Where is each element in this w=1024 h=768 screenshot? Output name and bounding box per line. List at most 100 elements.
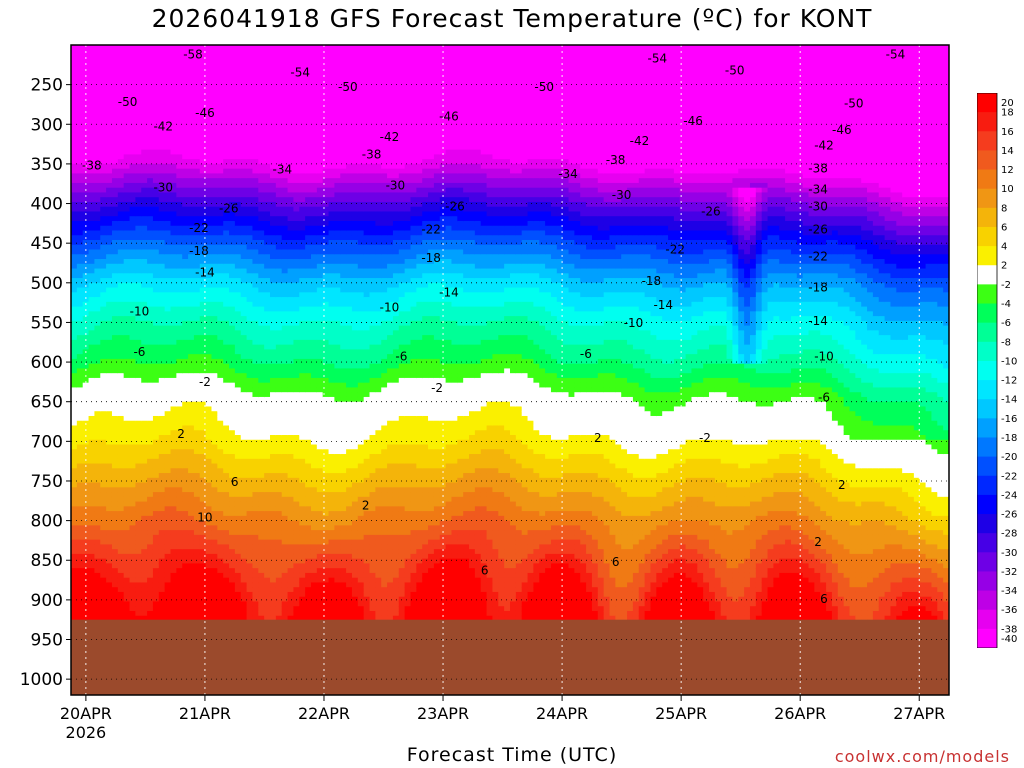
heatmap-cell [281,458,289,465]
heatmap-cell [281,325,289,331]
heatmap-cell [158,435,166,441]
heatmap-cell [240,254,248,260]
heatmap-cell [106,549,113,555]
heatmap-cell [275,487,283,493]
heatmap-cell [176,282,183,289]
heatmap-cell [170,387,177,393]
heatmap-cell [305,458,312,465]
heatmap-cell [188,149,195,155]
heatmap-cell [310,197,318,203]
heatmap-cell [135,230,142,236]
heatmap-cell [129,311,136,317]
heatmap-cell [234,454,242,460]
heatmap-cell [229,211,236,217]
heatmap-cell [275,121,283,127]
heatmap-cell [71,45,78,51]
heatmap-cell [211,458,218,465]
heatmap-cell [193,363,201,370]
heatmap-cell [176,506,183,512]
heatmap-cell [164,572,172,579]
heatmap-cell [264,230,271,236]
heatmap-cell [188,316,195,322]
heatmap-cell [223,501,230,507]
heatmap-cell [240,54,248,60]
heatmap-cell [76,292,84,298]
heatmap-cell [305,192,312,198]
heatmap-cell [240,549,248,555]
heatmap-cell [170,197,177,203]
heatmap-cell [217,163,224,170]
heatmap-cell [129,301,136,308]
heatmap-cell [217,387,224,393]
heatmap-cell [275,458,283,465]
heatmap-cell [252,106,259,113]
heatmap-cell [164,116,172,122]
heatmap-cell [229,482,236,488]
heatmap-cell [287,206,295,213]
heatmap-cell [158,316,166,322]
heatmap-cell [310,121,318,127]
heatmap-cell [94,396,101,403]
heatmap-cell [164,458,172,465]
heatmap-cell [135,539,142,545]
heatmap-cell [305,544,312,550]
heatmap-cell [76,278,84,284]
heatmap-cell [270,477,277,484]
heatmap-cell [293,558,300,565]
heatmap-cell [234,496,242,503]
heatmap-cell [117,97,125,103]
heatmap-cell [182,259,189,265]
heatmap-cell [287,511,295,517]
heatmap-cell [287,211,295,217]
heatmap-cell [287,116,295,122]
heatmap-cell [246,392,254,398]
heatmap-cell [100,316,107,322]
heatmap-cell [199,278,207,284]
heatmap-cell [275,182,283,189]
heatmap-cell [123,482,131,488]
heatmap-cell [252,534,259,541]
heatmap-cell [264,463,271,469]
heatmap-cell [205,368,213,374]
heatmap-cell [158,377,166,384]
heatmap-cell [310,187,318,194]
heatmap-cell [234,235,242,241]
heatmap-cell [252,220,259,227]
heatmap-cell [211,206,218,213]
heatmap-cell [287,244,295,251]
heatmap-cell [176,297,183,303]
heatmap-cell [123,273,131,279]
heatmap-cell [182,358,189,365]
heatmap-cell [217,330,224,336]
heatmap-cell [211,354,218,360]
heatmap-cell [305,211,312,217]
heatmap-cell [205,449,213,455]
heatmap-cell [158,83,166,89]
heatmap-cell [158,525,166,531]
heatmap-cell [123,254,131,260]
heatmap-cell [106,525,113,531]
heatmap-cell [100,506,107,512]
heatmap-cell [188,530,195,536]
heatmap-cell [188,549,195,555]
heatmap-cell [147,249,154,255]
heatmap-cell [123,572,131,579]
heatmap-cell [211,45,218,51]
heatmap-cell [100,377,107,384]
heatmap-cell [158,406,166,412]
heatmap-cell [100,159,107,165]
heatmap-cell [234,282,242,289]
heatmap-cell [264,102,271,108]
heatmap-cell [94,244,101,251]
heatmap-cell [170,211,177,217]
heatmap-cell [205,154,213,160]
heatmap-cell [135,154,142,160]
heatmap-cell [246,68,254,75]
heatmap-cell [71,282,78,289]
heatmap-cell [152,387,160,393]
heatmap-cell [299,206,306,213]
heatmap-cell [106,415,113,422]
heatmap-cell [135,102,142,108]
heatmap-cell [258,339,265,346]
heatmap-cell [217,449,224,455]
